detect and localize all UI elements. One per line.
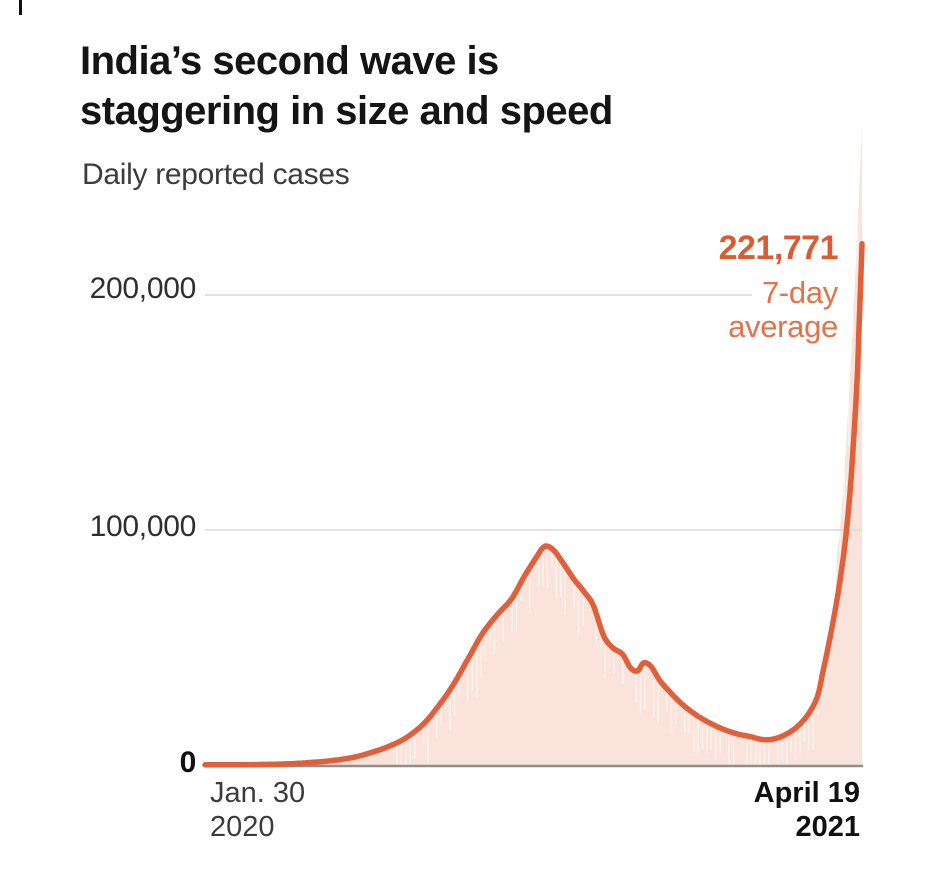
x-axis-end-date: April 19 xyxy=(753,777,860,809)
x-axis-start-year: 2020 xyxy=(210,811,275,843)
x-axis-start-date: Jan. 30 xyxy=(210,777,306,809)
annotation-current-value: 221,771 xyxy=(718,229,839,267)
y-axis-tick-200000: 200,000 xyxy=(89,272,197,305)
y-axis-tick-100000: 100,000 xyxy=(89,510,197,543)
annotation-label-line1: 7-day xyxy=(761,275,838,310)
y-axis-tick-0: 0 xyxy=(179,746,197,779)
caret-artifact xyxy=(19,0,22,15)
daily-cases-area xyxy=(205,118,862,766)
chart-title-line1: India’s second wave is xyxy=(80,39,499,83)
chart-subtitle: Daily reported cases xyxy=(82,158,350,191)
chart-title-line2: staggering in size and speed xyxy=(80,89,613,133)
seven-day-average-line xyxy=(202,241,865,768)
annotation-label-line2: average xyxy=(728,309,838,344)
x-axis-tick-end: April 19 2021 xyxy=(620,776,860,844)
annotation-series-label: 7-day average xyxy=(560,276,838,344)
x-axis-end-year: 2021 xyxy=(795,811,860,843)
chart-title: India’s second wave is staggering in siz… xyxy=(80,36,613,136)
x-axis-tick-start: Jan. 30 2020 xyxy=(210,776,305,844)
